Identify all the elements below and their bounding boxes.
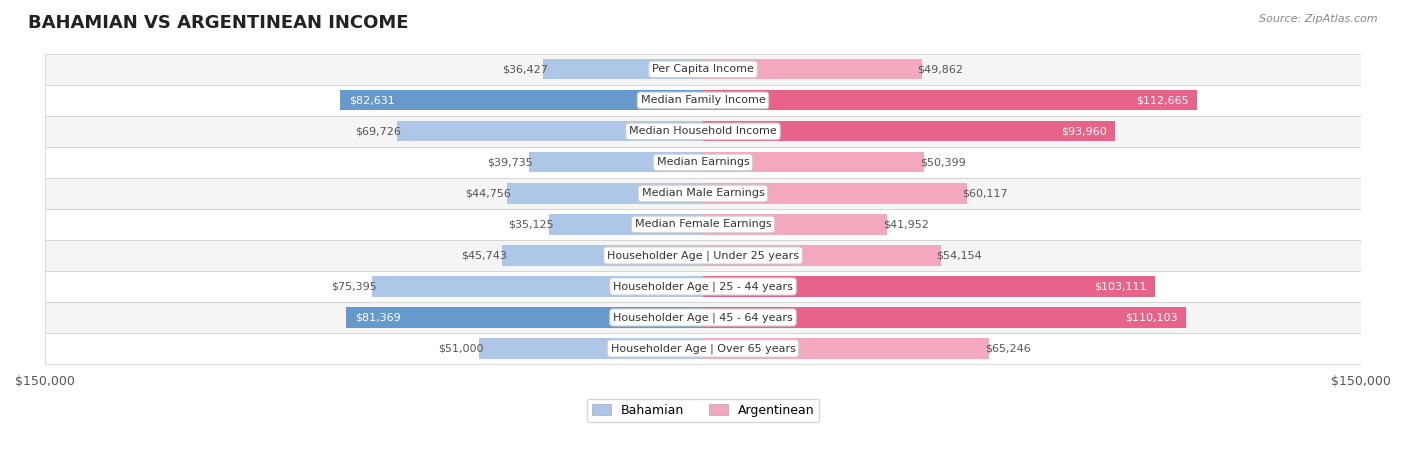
Text: $65,246: $65,246 xyxy=(984,343,1031,354)
FancyBboxPatch shape xyxy=(45,178,1361,209)
FancyBboxPatch shape xyxy=(45,209,1361,240)
Bar xyxy=(703,245,941,266)
Text: Median Male Earnings: Median Male Earnings xyxy=(641,188,765,198)
Text: $69,726: $69,726 xyxy=(356,127,402,136)
Text: $50,399: $50,399 xyxy=(920,157,966,168)
Bar xyxy=(548,214,703,234)
Text: Median Female Earnings: Median Female Earnings xyxy=(634,219,772,229)
Text: Median Household Income: Median Household Income xyxy=(628,127,778,136)
FancyBboxPatch shape xyxy=(45,116,1361,147)
Text: $103,111: $103,111 xyxy=(1094,282,1146,291)
Text: $35,125: $35,125 xyxy=(508,219,554,229)
Bar xyxy=(529,152,703,172)
Bar xyxy=(703,339,990,359)
FancyBboxPatch shape xyxy=(45,302,1361,333)
Text: $36,427: $36,427 xyxy=(502,64,547,74)
Text: $41,952: $41,952 xyxy=(883,219,928,229)
Text: $49,862: $49,862 xyxy=(917,64,963,74)
Bar xyxy=(346,307,703,327)
Text: BAHAMIAN VS ARGENTINEAN INCOME: BAHAMIAN VS ARGENTINEAN INCOME xyxy=(28,14,409,32)
Text: $81,369: $81,369 xyxy=(354,312,401,322)
Bar xyxy=(703,276,1156,297)
Bar xyxy=(703,307,1187,327)
Text: Householder Age | 25 - 44 years: Householder Age | 25 - 44 years xyxy=(613,281,793,292)
Text: $112,665: $112,665 xyxy=(1136,95,1188,106)
FancyBboxPatch shape xyxy=(45,147,1361,178)
Text: $51,000: $51,000 xyxy=(439,343,484,354)
Text: $60,117: $60,117 xyxy=(962,188,1008,198)
Text: Median Family Income: Median Family Income xyxy=(641,95,765,106)
Bar xyxy=(703,214,887,234)
Text: $45,743: $45,743 xyxy=(461,250,506,261)
Text: $39,735: $39,735 xyxy=(488,157,533,168)
Bar xyxy=(703,121,1115,142)
Bar xyxy=(396,121,703,142)
Bar xyxy=(479,339,703,359)
FancyBboxPatch shape xyxy=(45,240,1361,271)
Legend: Bahamian, Argentinean: Bahamian, Argentinean xyxy=(586,399,820,422)
Text: Householder Age | 45 - 64 years: Householder Age | 45 - 64 years xyxy=(613,312,793,323)
Text: $110,103: $110,103 xyxy=(1125,312,1177,322)
FancyBboxPatch shape xyxy=(45,54,1361,85)
Bar xyxy=(543,59,703,79)
Text: $54,154: $54,154 xyxy=(936,250,981,261)
Text: Per Capita Income: Per Capita Income xyxy=(652,64,754,74)
Text: $93,960: $93,960 xyxy=(1060,127,1107,136)
Bar xyxy=(703,90,1198,111)
Text: Householder Age | Over 65 years: Householder Age | Over 65 years xyxy=(610,343,796,354)
Text: $82,631: $82,631 xyxy=(349,95,395,106)
Text: Source: ZipAtlas.com: Source: ZipAtlas.com xyxy=(1260,14,1378,24)
Bar xyxy=(506,184,703,204)
Bar xyxy=(373,276,703,297)
Bar xyxy=(703,59,922,79)
Bar xyxy=(703,152,924,172)
FancyBboxPatch shape xyxy=(45,333,1361,364)
FancyBboxPatch shape xyxy=(45,271,1361,302)
Text: Median Earnings: Median Earnings xyxy=(657,157,749,168)
Bar xyxy=(703,184,967,204)
FancyBboxPatch shape xyxy=(45,85,1361,116)
Text: $44,756: $44,756 xyxy=(465,188,510,198)
Bar xyxy=(340,90,703,111)
Bar xyxy=(502,245,703,266)
Text: $75,395: $75,395 xyxy=(330,282,377,291)
Text: Householder Age | Under 25 years: Householder Age | Under 25 years xyxy=(607,250,799,261)
